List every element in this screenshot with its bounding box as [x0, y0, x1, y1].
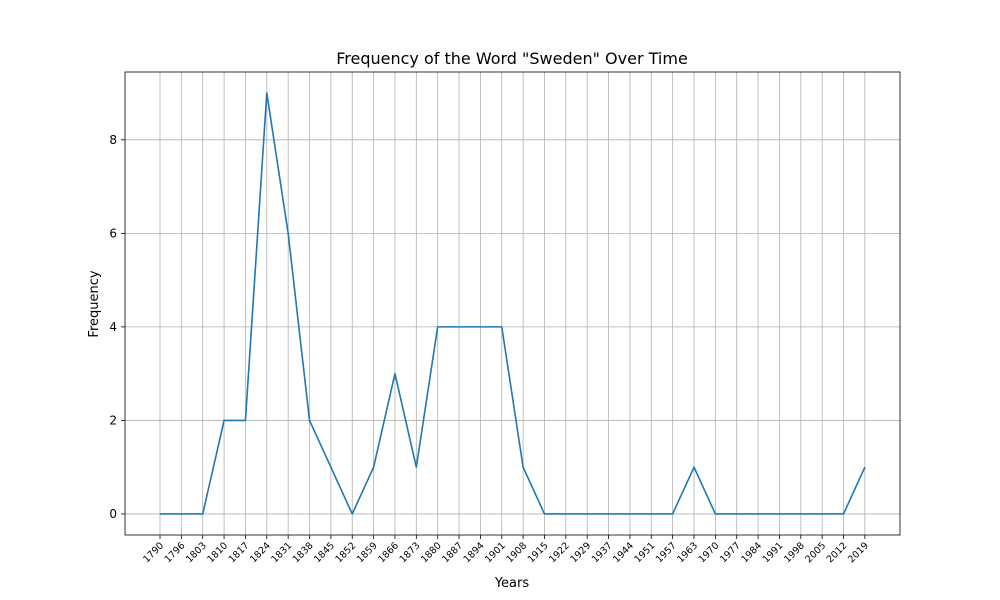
x-tick-label: 1901	[483, 540, 508, 565]
y-tick-label: 6	[109, 226, 117, 240]
x-tick-label: 1803	[184, 540, 209, 565]
x-tick-label: 1984	[739, 540, 764, 565]
x-tick-label: 1957	[654, 540, 679, 565]
x-tick-label: 1824	[248, 540, 273, 565]
series-layer	[160, 92, 866, 515]
grid	[125, 72, 900, 535]
x-tick-label: 1963	[675, 540, 700, 565]
x-tick-label: 1859	[355, 540, 380, 565]
x-tick-label: 1866	[376, 540, 401, 565]
y-tick-label: 8	[109, 133, 117, 147]
x-tick-label: 1937	[590, 540, 615, 565]
y-tick-label: 0	[109, 507, 117, 521]
tick-layer: 1790179618031810181718241831183818451852…	[109, 133, 871, 565]
x-tick-label: 1838	[291, 540, 316, 565]
x-tick-label: 1845	[312, 540, 337, 565]
y-tick-label: 4	[109, 320, 117, 334]
x-tick-label: 1922	[547, 540, 572, 565]
x-tick-label: 1796	[163, 540, 188, 565]
x-tick-label: 1831	[269, 540, 294, 565]
x-tick-label: 1810	[205, 540, 230, 565]
x-tick-label: 1991	[761, 540, 786, 565]
x-tick-label: 1915	[526, 540, 551, 565]
x-tick-label: 1873	[398, 540, 423, 565]
series-line	[160, 92, 866, 515]
plot-frame	[124, 71, 901, 536]
x-tick-label: 1880	[419, 540, 444, 565]
y-axis-label: Frequency	[87, 270, 102, 337]
x-tick-label: 1998	[782, 540, 807, 565]
x-tick-label: 1852	[333, 540, 358, 565]
x-tick-label: 2019	[846, 540, 871, 565]
x-axis-label: Years	[494, 576, 530, 591]
x-tick-label: 1977	[718, 540, 743, 565]
x-tick-label: 2005	[803, 540, 828, 565]
x-tick-label: 1970	[697, 540, 722, 565]
x-tick-label: 1944	[611, 540, 636, 565]
x-tick-label: 1817	[227, 540, 252, 565]
x-tick-label: 1887	[440, 540, 465, 565]
x-tick-label: 1951	[633, 540, 658, 565]
y-tick-label: 2	[109, 413, 117, 427]
x-tick-label: 1908	[504, 540, 529, 565]
x-tick-label: 1929	[568, 540, 593, 565]
x-tick-label: 1894	[462, 540, 487, 565]
chart-title: Frequency of the Word "Sweden" Over Time	[336, 49, 688, 68]
x-tick-label: 2012	[825, 540, 850, 565]
x-tick-label: 1790	[141, 540, 166, 565]
